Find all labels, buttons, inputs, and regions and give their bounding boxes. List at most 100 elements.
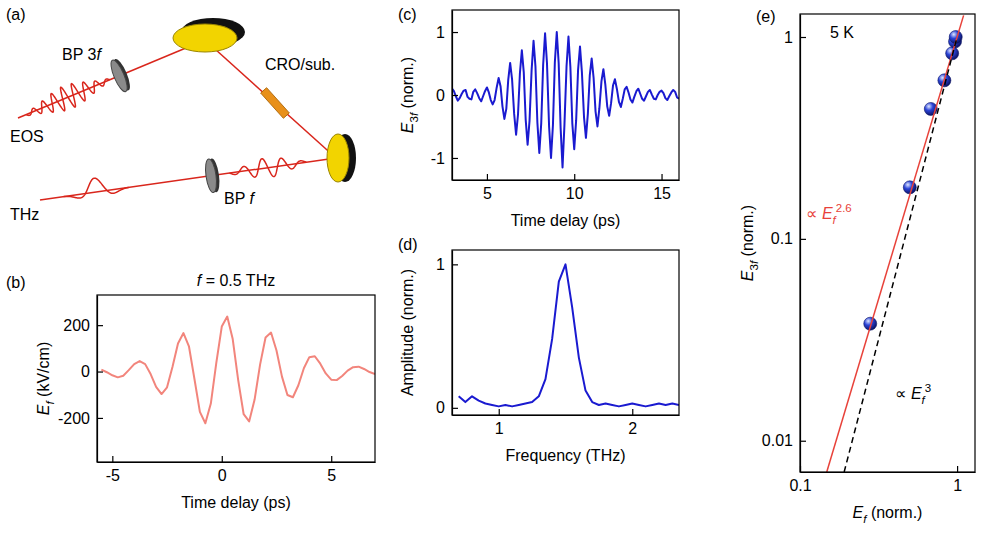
axis-line — [800, 15, 801, 473]
data-line — [844, 37, 957, 472]
tick-mark — [97, 371, 103, 372]
plot-frame — [800, 14, 975, 472]
tick-label: 0 — [436, 87, 445, 104]
tick-mark — [499, 409, 500, 415]
axis-line — [452, 251, 453, 416]
x-axis-title: Time delay (ps) — [181, 494, 291, 511]
tick: -5 — [106, 456, 120, 484]
tick-mark — [222, 456, 223, 462]
text-part: (kV/cm) — [35, 342, 52, 402]
plot-frame — [452, 250, 679, 415]
text-part: BP 3 — [62, 46, 97, 63]
y-axis-title: Amplitude (norm.) — [399, 269, 416, 396]
panel-label: (a) — [6, 6, 26, 23]
mirror-face — [173, 24, 237, 52]
diagram-label: THz — [10, 206, 39, 223]
plot-frame — [97, 295, 375, 462]
mirror-face — [327, 134, 349, 182]
tick-label: 0.1 — [771, 230, 793, 247]
tick-mark — [97, 325, 103, 326]
pulse — [26, 79, 110, 115]
axis-line — [453, 415, 680, 416]
tick-mark — [632, 409, 633, 415]
tick: 0.01 — [762, 432, 806, 449]
figure: BP 3fCRO/sub.EOSBP fTHz(a)-505-2000200Ti… — [0, 0, 994, 536]
tick-mark — [487, 174, 488, 180]
tick-label: 1 — [495, 420, 504, 437]
beam — [18, 76, 120, 119]
tick: 10 — [566, 174, 584, 202]
tick-label: 0.01 — [762, 432, 793, 449]
tick-mark — [112, 456, 113, 462]
text-part: 5 K — [830, 24, 854, 41]
axis-line — [98, 462, 376, 463]
chart-title: f = 0.5 THz — [197, 272, 275, 289]
text-part: (e) — [756, 8, 776, 25]
tick: -200 — [58, 410, 103, 427]
tick-mark — [800, 239, 806, 240]
mirror — [173, 18, 245, 52]
text-part: E — [399, 122, 416, 133]
text-part: (c) — [398, 6, 417, 23]
text-part: ∝ — [895, 385, 911, 402]
tick-label: 0 — [436, 399, 445, 416]
tick: 2 — [628, 409, 637, 437]
diagram-label: BP 3f — [62, 46, 102, 63]
data-line — [452, 32, 679, 167]
text-part: Time delay (ps) — [181, 494, 291, 511]
tick-mark — [574, 174, 575, 180]
tick: 1 — [495, 409, 504, 437]
tick-mark — [97, 418, 103, 419]
text-part: ∝ — [806, 205, 822, 222]
tick-label: 10 — [566, 185, 584, 202]
plot-frame — [452, 10, 679, 180]
tick-mark — [452, 264, 458, 265]
data-line — [101, 317, 375, 424]
data-line — [459, 264, 679, 406]
panel-label: (b) — [6, 274, 26, 291]
tick-label: 1 — [784, 29, 793, 46]
tick: 0 — [218, 456, 227, 484]
tick-label: 15 — [653, 185, 671, 202]
text-part: f — [922, 394, 927, 406]
text-part: (d) — [398, 236, 418, 253]
tick: 15 — [653, 174, 671, 202]
x-axis-title: Ef (norm.) — [853, 504, 923, 525]
text-part: E — [911, 385, 922, 402]
text-part: 2.6 — [836, 202, 852, 214]
y-axis: -101 — [431, 11, 458, 181]
text-part: E — [35, 404, 52, 415]
x-axis: 12 — [453, 409, 680, 437]
x-axis: 0.11 — [789, 466, 975, 494]
y-axis: -200 0 200 — [58, 296, 103, 463]
sample-plate — [261, 88, 290, 119]
schematic — [18, 18, 356, 200]
tick-label: -5 — [106, 467, 120, 484]
tick-mark — [957, 466, 958, 472]
x-axis-title: Time delay (ps) — [511, 212, 621, 229]
mirror — [327, 134, 356, 182]
text-part: E — [739, 270, 756, 281]
y-axis-title: Ef (kV/cm) — [35, 342, 56, 415]
tick-label: 5 — [327, 467, 336, 484]
text-part: = 0.5 THz — [201, 272, 275, 289]
diagram-label: CRO/sub. — [265, 56, 335, 73]
tick: 0 — [81, 363, 103, 380]
annotation: 5 K — [830, 24, 854, 41]
panel-label: (c) — [398, 6, 417, 23]
text-part: (a) — [6, 6, 26, 23]
tick: 1 — [784, 29, 806, 46]
filter-face — [108, 58, 130, 93]
beam — [40, 158, 336, 200]
text-part: f — [96, 46, 102, 63]
panel-label: (d) — [398, 236, 418, 253]
x-axis: 51015 — [453, 174, 680, 202]
text-part: BP — [224, 190, 250, 207]
axis-line — [801, 472, 976, 473]
tick: 200 — [63, 317, 103, 334]
tick-label: 200 — [63, 317, 90, 334]
plot-area — [459, 264, 679, 406]
tick: 1 — [953, 466, 962, 494]
tick-label: 1 — [953, 477, 962, 494]
annotation: ∝ Ef3 — [895, 382, 931, 406]
